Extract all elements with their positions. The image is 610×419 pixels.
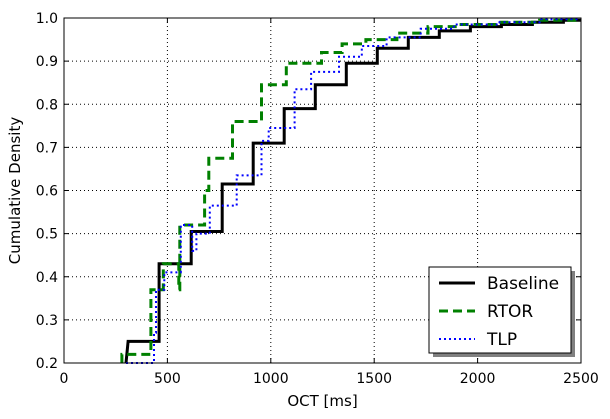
x-axis-label: OCT [ms] [287,392,357,410]
legend-label-tlp: TLP [486,330,517,350]
y-tick-label: 1.0 [36,11,58,27]
x-tick-label: 1000 [253,371,289,387]
series-lines [120,18,581,364]
y-tick-label: 0.4 [36,270,58,286]
y-tick-label: 0.6 [36,184,58,200]
legend-box [428,266,572,354]
x-tick-label: 0 [60,371,69,387]
x-tick-label: 2000 [460,371,496,387]
x-tick-label: 1500 [356,371,392,387]
y-tick-label: 0.9 [36,54,58,70]
y-tick-label: 0.5 [36,227,58,243]
y-tick-label: 0.8 [36,97,58,113]
x-tick-label: 500 [154,371,181,387]
y-tick-label: 0.3 [36,313,58,329]
legend-label-baseline: Baseline [487,274,559,294]
series-rtor-line [120,18,581,363]
y-tick-label: 0.7 [36,140,58,156]
legend: Baseline RTOR TLP [428,266,575,357]
legend-label-rtor: RTOR [487,302,533,322]
y-axis-label: Cumulative Density [6,117,24,265]
y-tick-label: 0.2 [36,356,58,372]
grid-lines [64,18,581,363]
x-tick-label: 2500 [563,371,599,387]
axis-ticks: 0 500 1000 1500 2000 2500 0.2 0.3 0.4 0.5 0.6 0.7 0.… [36,11,599,387]
